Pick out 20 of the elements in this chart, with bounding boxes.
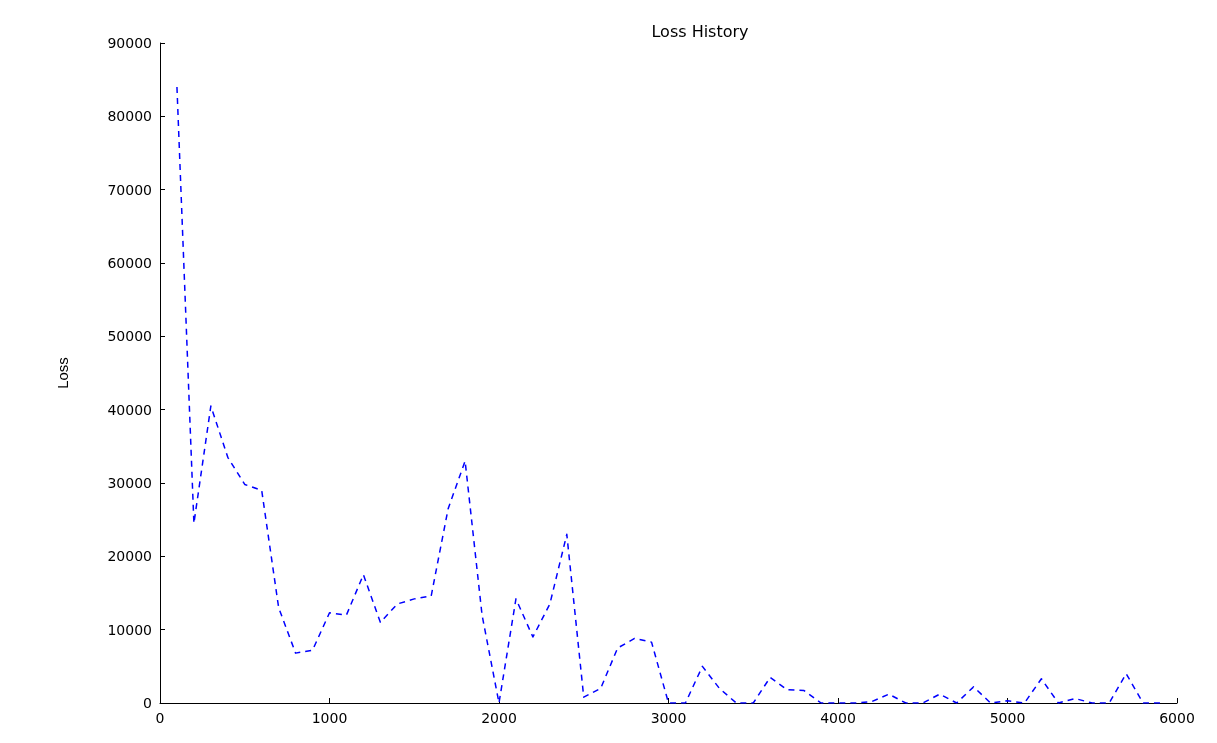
chart-title: Loss History: [651, 21, 749, 41]
y-tick-label: 30000: [107, 475, 152, 491]
y-tick-label: 90000: [107, 35, 152, 51]
x-tick-label: 5000: [989, 710, 1026, 726]
y-tick-label: 70000: [107, 181, 152, 198]
x-tick-label: 1000: [311, 710, 348, 726]
line-series: [176, 86, 1161, 704]
y-tick-label: 10000: [107, 621, 152, 638]
x-tick-label: 2000: [481, 710, 517, 726]
x-tick-label: 4000: [820, 710, 856, 726]
y-tick-label: 0: [143, 695, 152, 711]
y-tick-label: 50000: [107, 328, 152, 345]
y-tick-label: 80000: [107, 108, 152, 125]
y-tick-label: 60000: [107, 255, 152, 271]
y-axis-title: Loss: [54, 357, 71, 389]
y-tick-label: 20000: [107, 548, 152, 565]
x-tick-label: 6000: [1159, 710, 1195, 726]
x-tick-label: 0: [155, 710, 165, 726]
x-tick-label: 3000: [650, 710, 687, 726]
y-tick-label: 40000: [107, 401, 152, 418]
